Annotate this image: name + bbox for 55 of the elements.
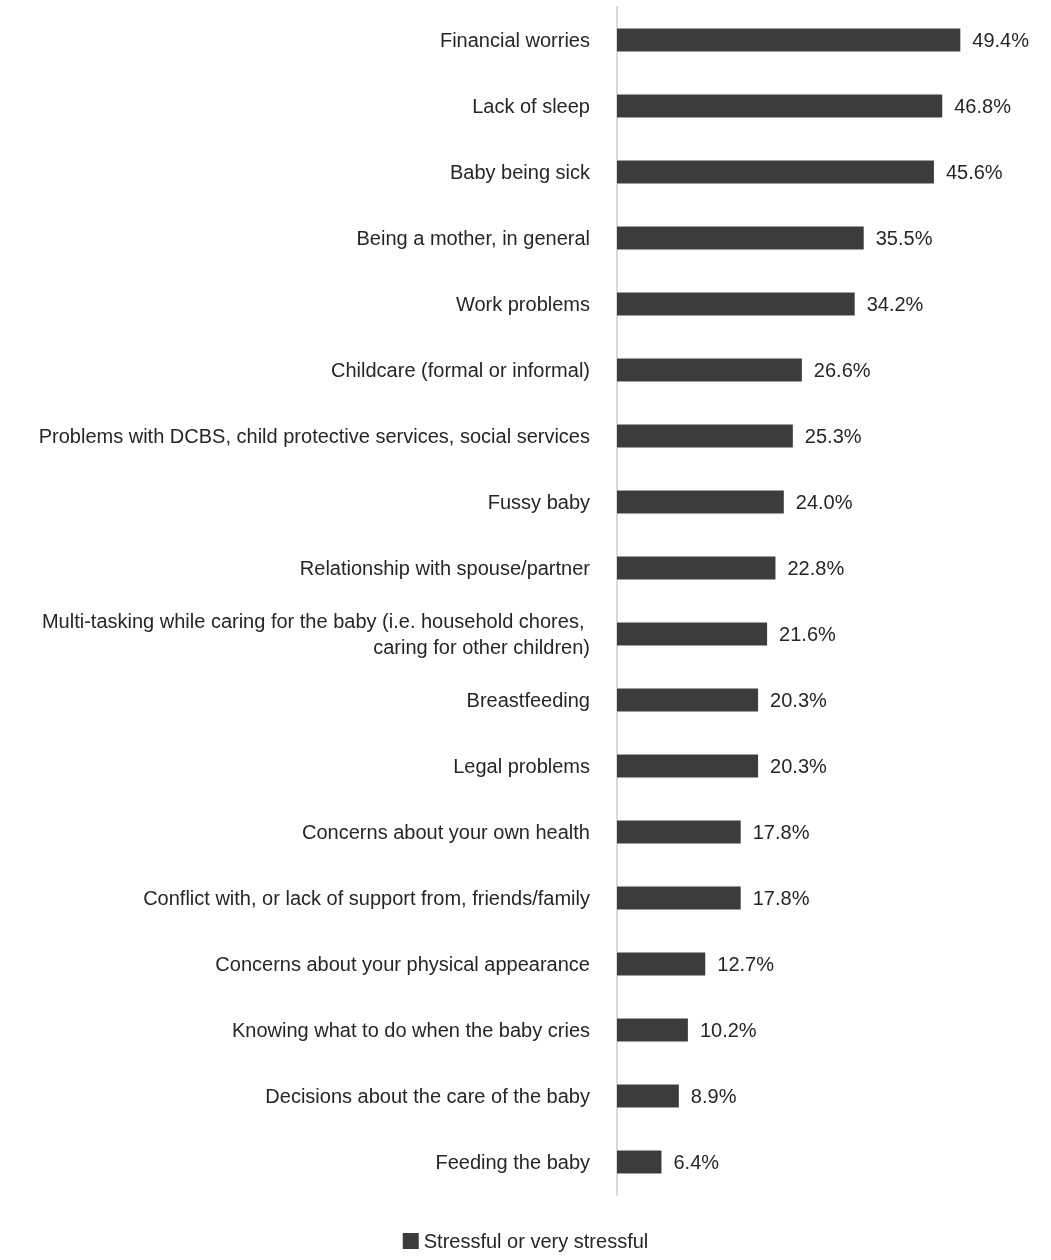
bar bbox=[617, 622, 768, 646]
y-tick-label: Feeding the baby bbox=[435, 1151, 590, 1173]
y-tick-label: Relationship with spouse/partner bbox=[299, 557, 591, 579]
y-tick-label: Breastfeeding bbox=[466, 689, 590, 711]
bar bbox=[617, 94, 943, 118]
data-label: 17.8% bbox=[752, 821, 810, 843]
data-label: 10.2% bbox=[699, 1019, 757, 1041]
data-label: 22.8% bbox=[787, 557, 845, 579]
data-label: 12.7% bbox=[717, 953, 775, 975]
bar bbox=[617, 1084, 679, 1108]
data-label: 21.6% bbox=[779, 623, 837, 645]
data-label: 45.6% bbox=[945, 161, 1003, 183]
y-tick-label: Baby being sick bbox=[449, 161, 591, 183]
bar bbox=[617, 28, 961, 52]
legend-label: Stressful or very stressful bbox=[423, 1230, 649, 1252]
bar bbox=[617, 358, 802, 382]
bar bbox=[617, 556, 776, 580]
data-label: 17.8% bbox=[752, 887, 810, 909]
y-tick-label: Being a mother, in general bbox=[356, 227, 590, 249]
bar bbox=[617, 886, 741, 910]
data-label: 34.2% bbox=[866, 293, 924, 315]
y-tick-label: Multi-tasking while caring for the baby (i.e. household chores, caring for other children) bbox=[41, 610, 590, 658]
y-tick-label: Legal problems bbox=[453, 755, 590, 777]
y-tick-label: Conflict with, or lack of support from, friends/family bbox=[143, 887, 590, 909]
data-label: 8.9% bbox=[690, 1085, 737, 1107]
bar bbox=[617, 292, 855, 316]
y-tick-label: Work problems bbox=[455, 293, 590, 315]
bar bbox=[617, 820, 741, 844]
y-tick-label: Lack of sleep bbox=[472, 95, 590, 117]
y-tick-label: Financial worries bbox=[439, 29, 590, 51]
data-label: 6.4% bbox=[673, 1151, 720, 1173]
data-label: 24.0% bbox=[795, 491, 853, 513]
bar bbox=[617, 1150, 662, 1174]
bar bbox=[617, 1018, 688, 1042]
data-label: 35.5% bbox=[875, 227, 933, 249]
data-label: 49.4% bbox=[972, 29, 1030, 51]
data-label: 20.3% bbox=[770, 689, 828, 711]
data-label: 26.6% bbox=[813, 359, 871, 381]
bar bbox=[617, 226, 864, 250]
y-tick-label: Problems with DCBS, child protective services, social services bbox=[38, 425, 590, 447]
y-tick-label: Knowing what to do when the baby cries bbox=[232, 1019, 590, 1041]
bar bbox=[617, 160, 934, 184]
bar bbox=[617, 424, 793, 448]
y-tick-label: Fussy baby bbox=[487, 491, 590, 513]
data-label: 46.8% bbox=[954, 95, 1012, 117]
data-label: 25.3% bbox=[804, 425, 862, 447]
y-tick-label: Decisions about the care of the baby bbox=[265, 1085, 590, 1107]
bar bbox=[617, 952, 706, 976]
bar bbox=[617, 688, 759, 712]
y-tick-label: Childcare (formal or informal) bbox=[331, 359, 590, 381]
bar bbox=[617, 754, 759, 778]
data-label: 20.3% bbox=[770, 755, 828, 777]
bar bbox=[617, 490, 784, 514]
y-tick-label: Concerns about your own health bbox=[302, 821, 590, 843]
y-tick-label: Concerns about your physical appearance bbox=[215, 953, 590, 975]
